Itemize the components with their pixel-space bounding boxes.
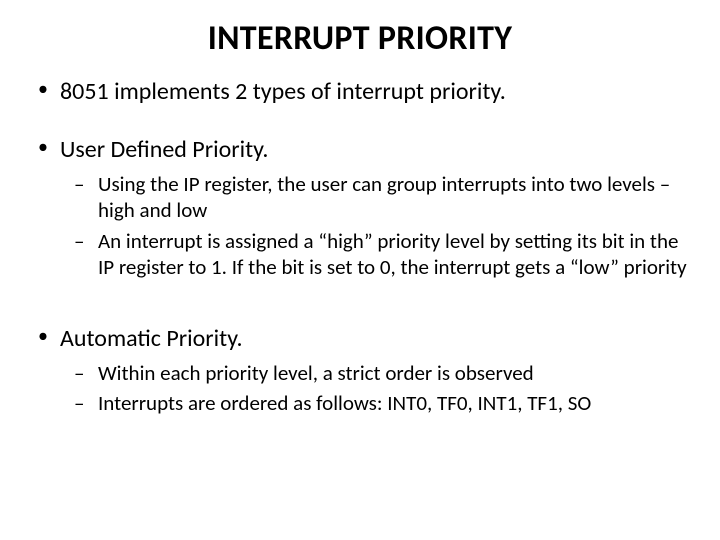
slide: INTERRUPT PRIORITY 8051 implements 2 typ… — [0, 0, 720, 540]
bullet-text: 8051 implements 2 types of interrupt pri… — [60, 77, 506, 106]
list-item: 8051 implements 2 types of interrupt pri… — [30, 77, 690, 107]
sub-bullet-text: Within each priority level, a strict ord… — [98, 360, 534, 386]
sub-bullet-text: Interrupts are ordered as follows: INT0,… — [98, 390, 591, 416]
list-item: Within each priority level, a strict ord… — [60, 360, 690, 386]
list-item: An interrupt is assigned a “high” priori… — [60, 228, 690, 281]
bullet-list-level2: Within each priority level, a strict ord… — [60, 360, 690, 417]
bullet-text: Automatic Priority. — [60, 324, 243, 353]
sub-bullet-text: Using the IP register, the user can grou… — [98, 171, 670, 223]
bullet-text: User Defined Priority. — [60, 135, 269, 164]
list-item: Interrupts are ordered as follows: INT0,… — [60, 390, 690, 416]
list-item: Automatic Priority. Within each priority… — [30, 324, 690, 417]
list-item: User Defined Priority. Using the IP regi… — [30, 135, 690, 280]
list-item: Using the IP register, the user can grou… — [60, 171, 690, 224]
bullet-list-level1: 8051 implements 2 types of interrupt pri… — [30, 77, 690, 417]
bullet-list-level2: Using the IP register, the user can grou… — [60, 171, 690, 280]
page-title: INTERRUPT PRIORITY — [30, 18, 690, 59]
sub-bullet-text: An interrupt is assigned a “high” priori… — [98, 228, 687, 280]
